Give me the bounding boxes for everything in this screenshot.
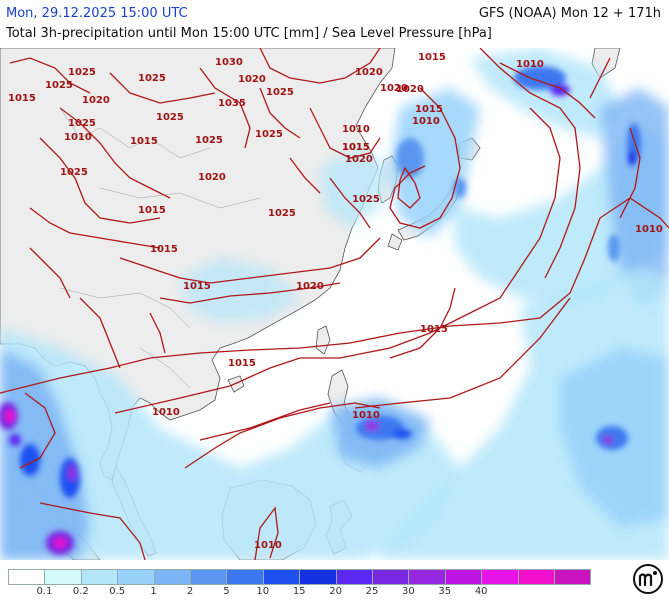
legend-tick-label: 30 bbox=[402, 586, 415, 597]
isobar-label: 1015 bbox=[8, 93, 36, 104]
legend-tick-label: 0.5 bbox=[109, 586, 126, 597]
legend-tick-label: 1 bbox=[150, 586, 157, 597]
legend-swatch bbox=[372, 569, 410, 585]
isobar-label: 1020 bbox=[82, 95, 110, 106]
legend-tick-label: 0.1 bbox=[36, 586, 53, 597]
isobar-label: 1010 bbox=[412, 116, 440, 127]
isobar-label: 1020 bbox=[380, 83, 408, 94]
isobar-label: 1015 bbox=[130, 136, 158, 147]
forecast-datetime: Mon, 29.12.2025 15:00 UTC bbox=[6, 6, 188, 21]
isobar-label: 1010 bbox=[342, 124, 370, 135]
legend-swatch bbox=[262, 569, 301, 585]
isobar-label: 1025 bbox=[156, 112, 184, 123]
isobar-label: 1025 bbox=[268, 208, 296, 219]
legend-tick-label: 5 bbox=[223, 586, 230, 597]
isobar-label: 1015 bbox=[418, 52, 446, 63]
isobar-label: 1010 bbox=[352, 410, 380, 421]
isobar-label: 1025 bbox=[68, 67, 96, 78]
weather-map[interactable]: 1030 1025 1025 1020 1015 1020 1035 1025 … bbox=[0, 48, 669, 560]
isobar-label: 1025 bbox=[195, 135, 223, 146]
meteologix-m-logo-icon[interactable] bbox=[632, 563, 664, 595]
precipitation-legend bbox=[0, 562, 669, 600]
legend-swatch bbox=[8, 569, 46, 585]
isobar-label: 1010 bbox=[254, 540, 282, 551]
isobar-label: 1010 bbox=[152, 407, 180, 418]
isobar-label: 1025 bbox=[68, 118, 96, 129]
map-header: Mon, 29.12.2025 15:00 UTC GFS (NOAA) Mon… bbox=[0, 0, 669, 48]
legend-swatch bbox=[190, 569, 228, 585]
isobar-label: 1010 bbox=[635, 224, 663, 235]
legend-swatch bbox=[44, 569, 82, 585]
isobar-label: 1020 bbox=[238, 74, 266, 85]
isobars bbox=[0, 48, 669, 560]
legend-tick-label: 40 bbox=[474, 586, 488, 597]
legend-swatch bbox=[117, 569, 155, 585]
isobar-label: 1010 bbox=[64, 132, 92, 143]
isobar-label: 1020 bbox=[198, 172, 226, 183]
legend-swatch bbox=[481, 569, 519, 585]
isobar-label: 1025 bbox=[60, 167, 88, 178]
isobar-label: 1025 bbox=[45, 80, 73, 91]
legend-swatch bbox=[444, 569, 483, 585]
isobar-label: 1015 bbox=[342, 142, 370, 153]
legend-swatch bbox=[408, 569, 446, 585]
legend-tick-label: 20 bbox=[329, 586, 342, 597]
legend-swatch bbox=[153, 569, 191, 585]
legend-swatch bbox=[226, 569, 264, 585]
legend-tick-label: 0.2 bbox=[72, 586, 89, 597]
legend-tick-label: 2 bbox=[186, 586, 194, 597]
isobar-label: 1015 bbox=[138, 205, 166, 216]
legend-swatch bbox=[517, 569, 555, 585]
isobar-label: 1030 bbox=[215, 57, 243, 68]
model-run-label: GFS (NOAA) Mon 12 + 171h bbox=[478, 6, 661, 21]
isobar-label: 1025 bbox=[255, 129, 283, 140]
precipitation-cores bbox=[0, 66, 641, 555]
isobar-label: 1025 bbox=[266, 87, 294, 98]
legend-tick-label: 10 bbox=[256, 586, 270, 597]
isobar-label: 1015 bbox=[342, 142, 370, 153]
japan-kyushu bbox=[387, 233, 403, 251]
isobar-label: 1015 bbox=[420, 324, 448, 335]
isobar-label: 1015 bbox=[415, 104, 443, 115]
isobar-label: 1020 bbox=[396, 84, 424, 95]
isobar-labels: 1030 1025 1025 1020 1015 1020 1035 1025 … bbox=[8, 52, 663, 551]
isobar-label: 1015 bbox=[228, 358, 256, 369]
isobar-label: 1035 bbox=[218, 98, 246, 109]
isobar-label: 1010 bbox=[516, 59, 544, 70]
legend-swatch bbox=[80, 569, 119, 585]
legend-tick-label: 25 bbox=[365, 586, 379, 597]
legend-swatch bbox=[335, 569, 373, 585]
legend-swatch bbox=[299, 569, 337, 585]
isobar-label: 1020 bbox=[296, 281, 324, 292]
isobar-label: 1015 bbox=[183, 281, 211, 292]
legend-swatch bbox=[554, 569, 592, 585]
isobar-label: 1025 bbox=[138, 73, 166, 84]
isobar-label: 1020 bbox=[355, 67, 383, 78]
legend-tick-label: 15 bbox=[292, 586, 306, 597]
isobar-label: 1015 bbox=[150, 244, 178, 255]
country-borders bbox=[59, 107, 261, 389]
map-description: Total 3h-precipitation until Mon 15:00 U… bbox=[6, 26, 492, 41]
isobar-label: 1025 bbox=[352, 194, 380, 205]
isobar-label: 1020 bbox=[345, 154, 373, 165]
legend-tick-label: 35 bbox=[438, 586, 452, 597]
taiwan bbox=[315, 325, 331, 355]
